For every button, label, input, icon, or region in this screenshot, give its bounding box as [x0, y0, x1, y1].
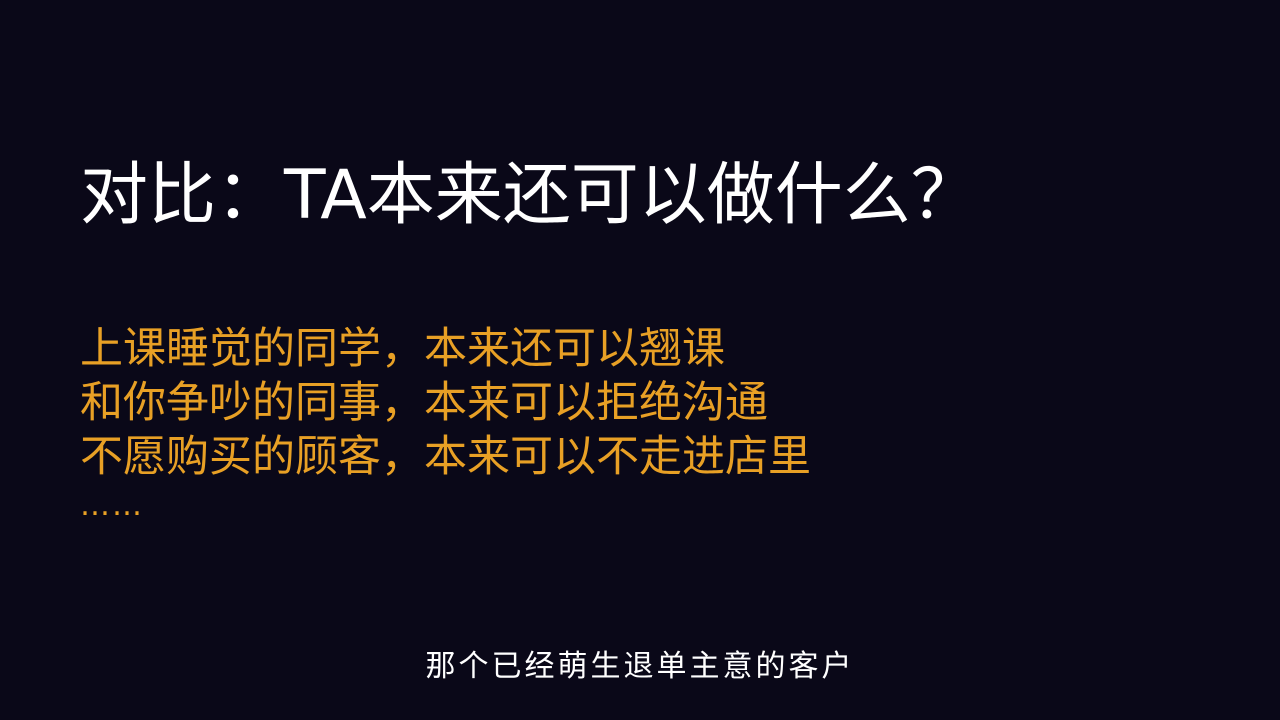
example-item-2: 和你争吵的同事，本来可以拒绝沟通 — [80, 378, 768, 428]
slide-title: 对比：TA本来还可以做什么？ — [80, 156, 979, 235]
example-item-3: 不愿购买的顾客，本来可以不走进店里 — [80, 432, 811, 482]
example-item-1: 上课睡觉的同学，本来还可以翘课 — [80, 324, 725, 374]
list-ellipsis: …… — [80, 488, 144, 523]
example-list: 上课睡觉的同学，本来还可以翘课 和你争吵的同事，本来可以拒绝沟通 不愿购买的顾客… — [80, 322, 1060, 526]
video-subtitle: 那个已经萌生退单主意的客户 — [425, 649, 855, 684]
